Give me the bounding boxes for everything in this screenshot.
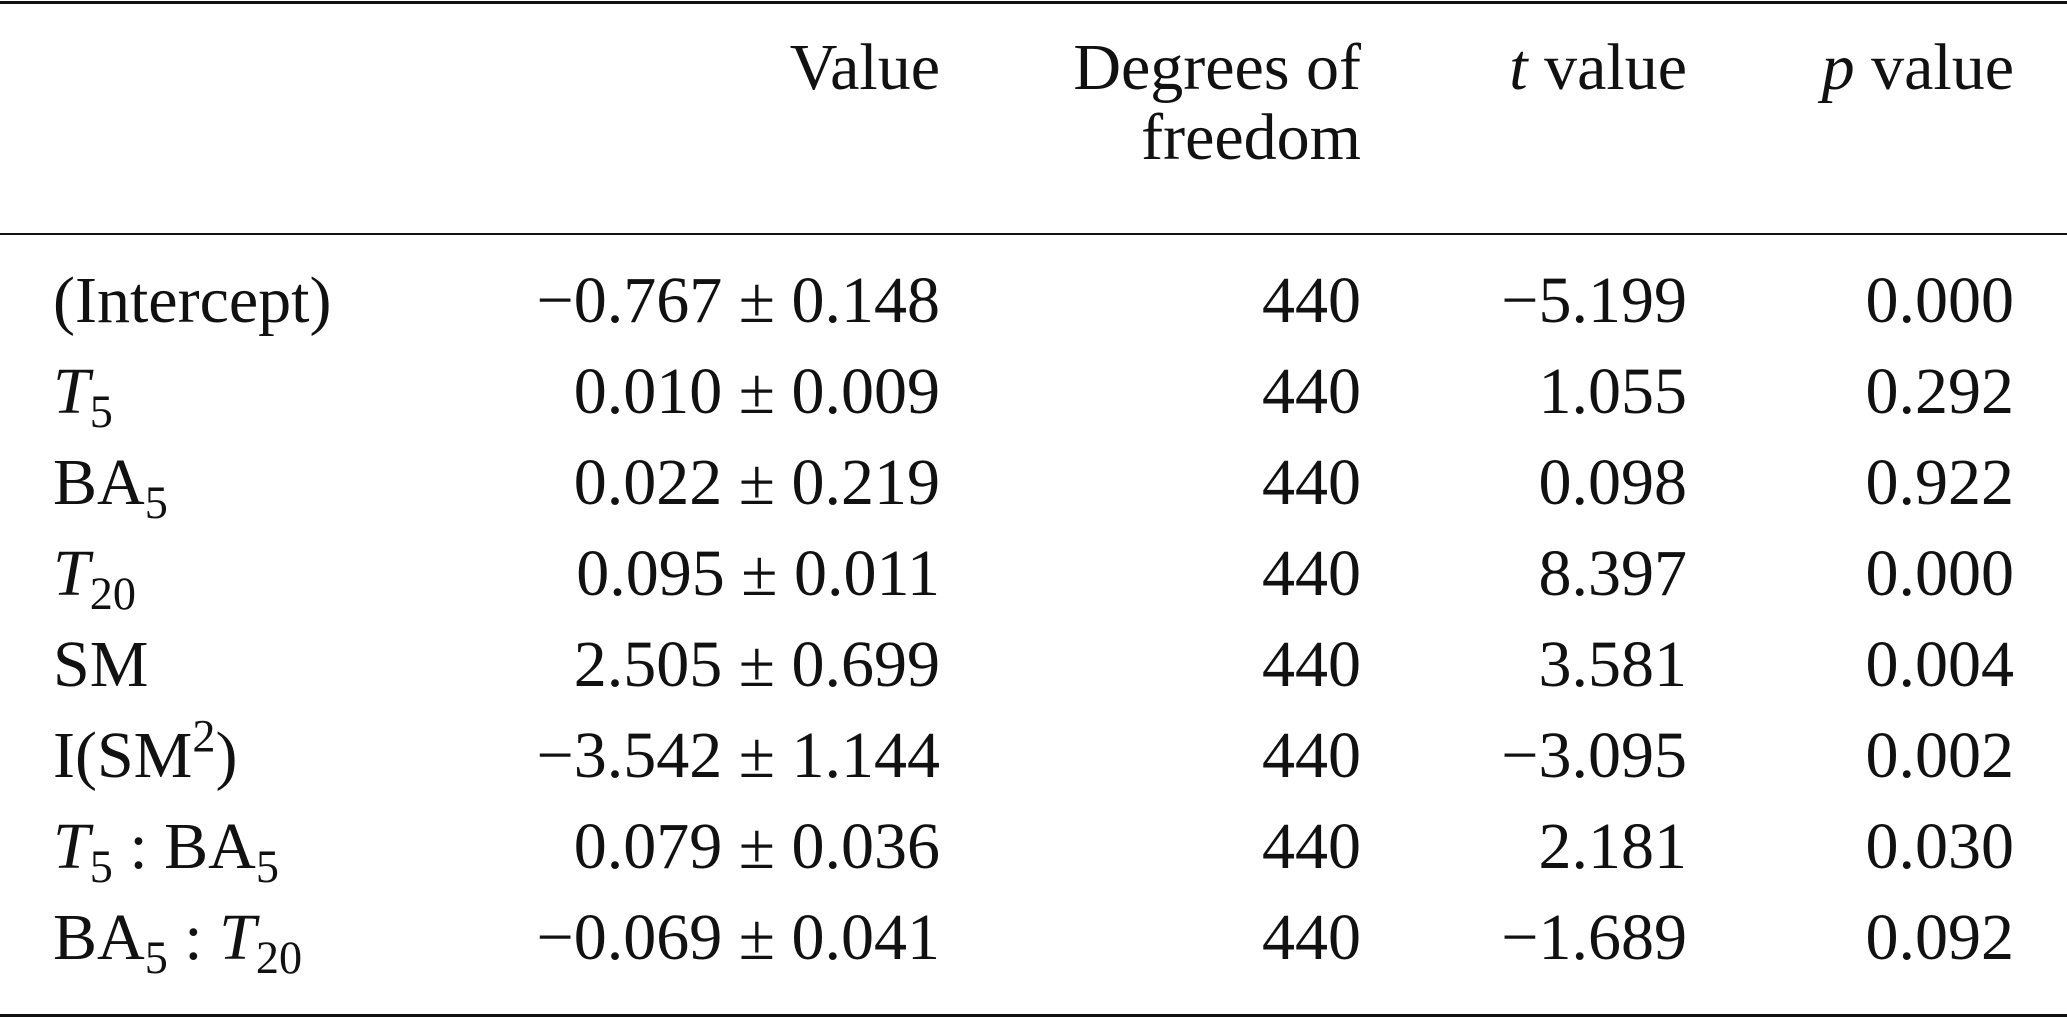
- results-table: Value Degrees of freedom t value p value (I…: [53, 3, 2014, 983]
- text-segment: 5: [144, 476, 168, 528]
- cell: −0.069 ± 0.041: [536, 901, 940, 974]
- column-header: [53, 3, 453, 235]
- cell: 1.055: [1538, 355, 1688, 428]
- text-segment: 5: [255, 840, 279, 892]
- table-row: BA5 0.022 ± 0.219 440 0.098 0.922: [53, 437, 2014, 528]
- cell: 440: [1262, 537, 1361, 610]
- cell: 2.181: [1538, 810, 1688, 883]
- cell: 0.022 ± 0.219: [573, 446, 940, 519]
- text-segment: value: [1527, 31, 1687, 104]
- text-segment: 2: [192, 710, 216, 762]
- row-label: (Intercept): [53, 235, 453, 346]
- text-segment: T: [53, 537, 90, 610]
- cell: 0.092: [1865, 901, 2015, 974]
- text-segment: t: [1509, 31, 1528, 104]
- table-row: (Intercept) −0.767 ± 0.148 440 −5.199 0.000: [53, 235, 2014, 346]
- table-row: T5 0.010 ± 0.009 440 1.055 0.292: [53, 346, 2014, 437]
- row-label: T5 : BA5: [53, 801, 453, 892]
- text-segment: BA: [53, 901, 145, 974]
- cell: 0.000: [1865, 537, 2015, 610]
- cell: 440: [1262, 264, 1361, 337]
- text-segment: 5: [89, 840, 113, 892]
- cell: 0.922: [1865, 446, 2015, 519]
- cell: 440: [1262, 628, 1361, 701]
- header-row: Value Degrees of freedom t value p value: [53, 3, 2014, 235]
- cell: 3.581: [1538, 628, 1688, 701]
- column-header: Degrees of freedom: [940, 3, 1361, 235]
- row-label: T5: [53, 346, 453, 437]
- cell: 440: [1262, 355, 1361, 428]
- row-label: I(SM2): [53, 710, 453, 801]
- text-segment: (Intercept): [53, 264, 332, 337]
- cell: 0.095 ± 0.011: [576, 537, 940, 610]
- row-label: SM: [53, 619, 453, 710]
- cell: 0.000: [1865, 264, 2015, 337]
- cell: 440: [1262, 901, 1361, 974]
- cell: 0.098: [1538, 446, 1688, 519]
- row-label: T20: [53, 528, 453, 619]
- text-segment: ): [215, 719, 238, 792]
- cell: 0.292: [1865, 355, 2015, 428]
- cell: 0.030: [1865, 810, 2015, 883]
- cell: 0.079 ± 0.036: [573, 810, 940, 883]
- text-segment: T: [53, 355, 90, 428]
- table-row: T20 0.095 ± 0.011 440 8.397 0.000: [53, 528, 2014, 619]
- cell: 8.397: [1538, 537, 1688, 610]
- cell: −3.095: [1501, 719, 1687, 792]
- text-segment: T: [53, 810, 90, 883]
- table-row: BA5 : T20 −0.069 ± 0.041 440 −1.689 0.092: [53, 892, 2014, 983]
- cell: 440: [1262, 719, 1361, 792]
- text-segment: SM: [53, 628, 149, 701]
- cell: −3.542 ± 1.144: [536, 719, 940, 792]
- text-segment: value: [1854, 31, 2014, 104]
- column-header: p value: [1687, 3, 2014, 235]
- column-header: t value: [1361, 3, 1687, 235]
- text-segment: Value: [789, 31, 940, 104]
- cell: 440: [1262, 810, 1361, 883]
- row-label: BA5 : T20: [53, 892, 453, 983]
- header-rule: [0, 233, 2067, 235]
- cell: 0.004: [1865, 628, 2015, 701]
- text-segment: I(SM: [53, 719, 193, 792]
- cell: −0.767 ± 0.148: [536, 264, 940, 337]
- row-label: BA5: [53, 437, 453, 528]
- column-header: Value: [453, 3, 940, 235]
- text-segment: 20: [255, 931, 303, 983]
- text-segment: p: [1821, 31, 1855, 104]
- table-row: I(SM2) −3.542 ± 1.144 440 −3.095 0.002: [53, 710, 2014, 801]
- text-segment: 5: [89, 385, 113, 437]
- cell: 0.002: [1865, 719, 2015, 792]
- text-segment: BA: [53, 446, 145, 519]
- text-segment: 5: [144, 931, 168, 983]
- table-row: SM 2.505 ± 0.699 440 3.581 0.004: [53, 619, 2014, 710]
- cell: 440: [1262, 446, 1361, 519]
- cell: −1.689: [1501, 901, 1687, 974]
- cell: 0.010 ± 0.009: [573, 355, 940, 428]
- cell: 2.505 ± 0.699: [573, 628, 940, 701]
- bottom-rule: [0, 1014, 2067, 1017]
- text-segment: :: [167, 901, 220, 974]
- text-segment: 20: [89, 567, 136, 619]
- table-body: (Intercept) −0.767 ± 0.148 440 −5.199 0.000 T…: [53, 235, 2014, 983]
- top-rule: [0, 1, 2067, 4]
- text-segment: : BA: [112, 810, 256, 883]
- text-segment: T: [219, 901, 256, 974]
- table-row: T5 : BA5 0.079 ± 0.036 440 2.181 0.030: [53, 801, 2014, 892]
- text-segment: Degrees of freedom: [1073, 31, 1361, 174]
- cell: −5.199: [1501, 264, 1687, 337]
